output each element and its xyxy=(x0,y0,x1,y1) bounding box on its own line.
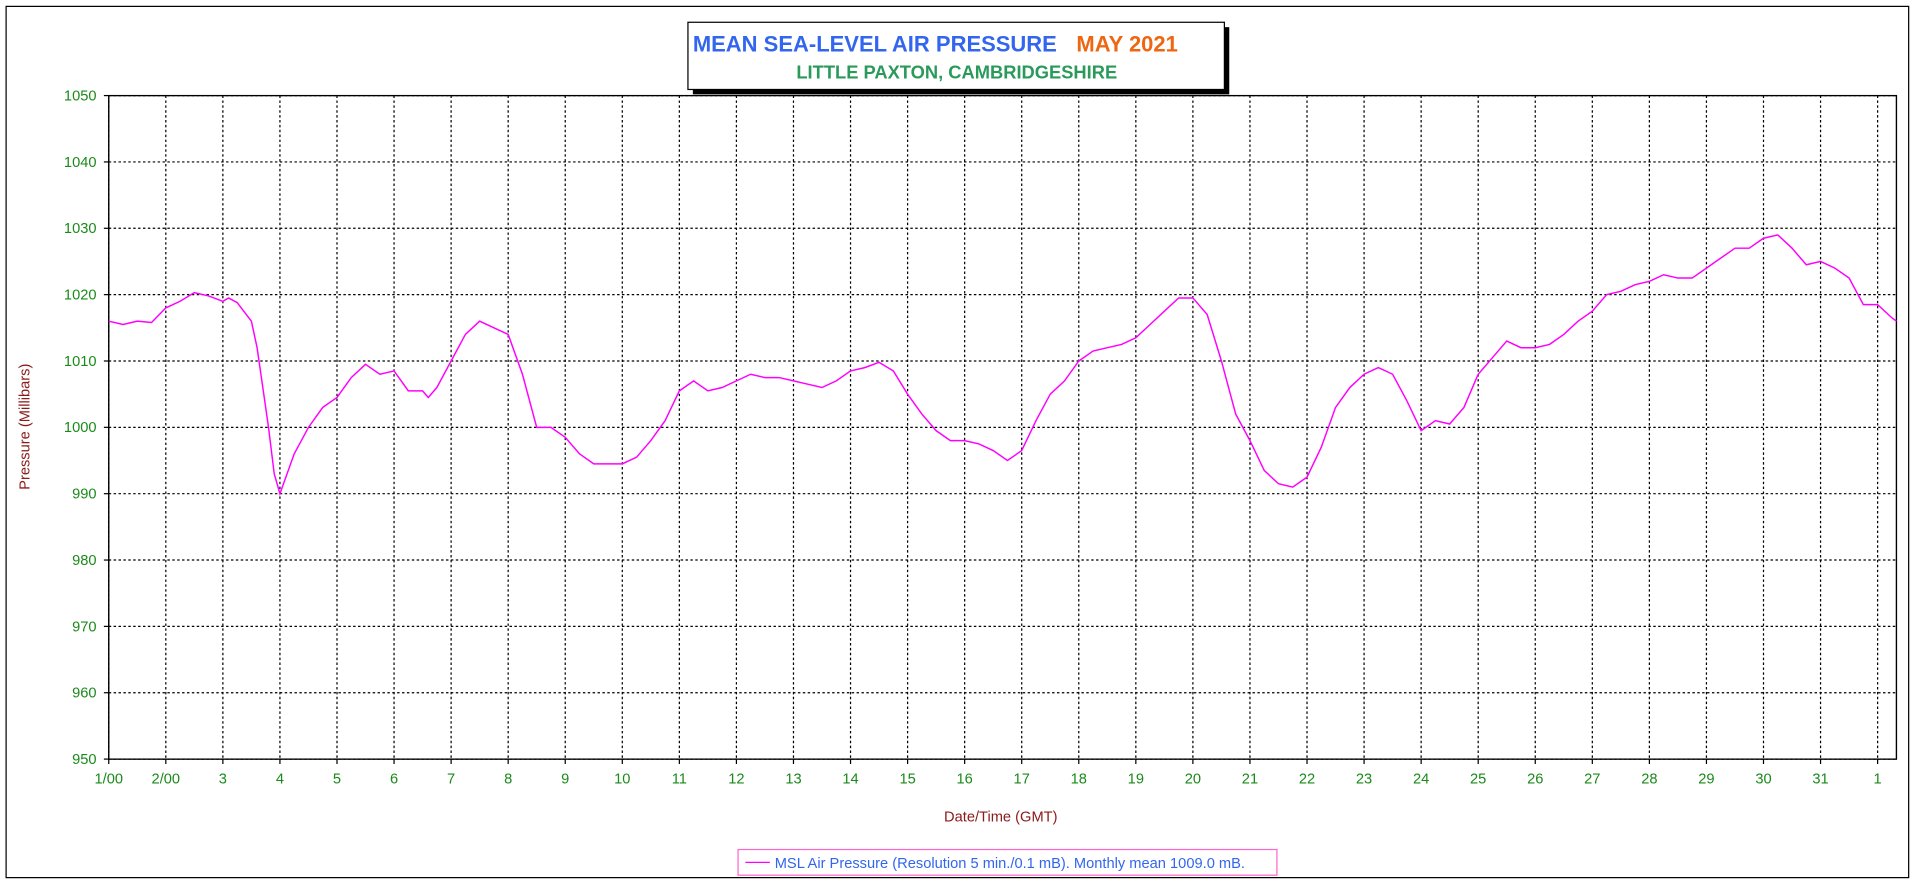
x-tick-label: 22 xyxy=(1299,772,1315,788)
x-tick-label: 17 xyxy=(1014,772,1030,788)
y-tick-label: 1050 xyxy=(64,88,97,104)
x-tick-label: 18 xyxy=(1071,772,1087,788)
x-tick-label: 6 xyxy=(390,772,398,788)
x-tick-label: 10 xyxy=(614,772,630,788)
x-tick-label: 5 xyxy=(333,772,341,788)
x-tick-label: 12 xyxy=(728,772,744,788)
x-tick-label: 30 xyxy=(1755,772,1771,788)
x-tick-label: 26 xyxy=(1527,772,1543,788)
x-tick-label: 8 xyxy=(504,772,512,788)
x-tick-label: 1 xyxy=(1874,772,1882,788)
legend-label: MSL Air Pressure (Resolution 5 min./0.1 … xyxy=(775,856,1245,872)
x-tick-label: 15 xyxy=(899,772,915,788)
title-period: MAY 2021 xyxy=(1076,32,1177,57)
x-tick-label: 2/00 xyxy=(152,772,181,788)
x-tick-label: 20 xyxy=(1185,772,1201,788)
x-tick-label: 4 xyxy=(276,772,284,788)
x-tick-label: 16 xyxy=(956,772,972,788)
y-tick-label: 1040 xyxy=(64,155,97,171)
plot-area xyxy=(108,94,1898,760)
x-tick-label: 3 xyxy=(219,772,227,788)
title-main: MEAN SEA-LEVEL AIR PRESSURE xyxy=(693,32,1057,57)
y-tick-label: 1010 xyxy=(64,354,97,370)
y-tick-label: 950 xyxy=(72,752,96,768)
chart-subtitle: LITTLE PAXTON, CAMBRIDGESHIRE xyxy=(796,61,1117,82)
y-tick-label: 1000 xyxy=(64,420,97,436)
y-tick-label: 960 xyxy=(72,686,96,702)
x-tick-label: 19 xyxy=(1128,772,1144,788)
x-tick-label: 1/00 xyxy=(94,772,123,788)
title-box xyxy=(687,21,1225,91)
x-tick-label: 14 xyxy=(842,772,858,788)
y-axis-label: Pressure (Millibars) xyxy=(17,364,33,490)
y-tick-label: 970 xyxy=(72,619,96,635)
x-tick-label: 31 xyxy=(1812,772,1828,788)
x-tick-label: 11 xyxy=(672,772,687,788)
x-tick-label: 27 xyxy=(1584,772,1600,788)
y-tick-label: 980 xyxy=(72,553,96,569)
x-tick-label: 24 xyxy=(1413,772,1429,788)
x-tick-label: 13 xyxy=(785,772,801,788)
x-tick-label: 28 xyxy=(1641,772,1657,788)
x-tick-label: 7 xyxy=(447,772,455,788)
legend xyxy=(737,848,1278,876)
x-tick-label: 29 xyxy=(1698,772,1714,788)
y-tick-label: 990 xyxy=(72,487,96,503)
x-tick-label: 23 xyxy=(1356,772,1372,788)
x-axis-label: Date/Time (GMT) xyxy=(944,809,1057,825)
y-tick-label: 1030 xyxy=(64,221,97,237)
plot-border xyxy=(108,94,1898,760)
y-tick-label: 1020 xyxy=(64,288,97,304)
data-line xyxy=(108,234,1897,497)
x-tick-label: 21 xyxy=(1242,772,1258,788)
x-tick-label: 9 xyxy=(561,772,569,788)
x-tick-label: 25 xyxy=(1470,772,1486,788)
chart-title: MEAN SEA-LEVEL AIR PRESSURE MAY 2021 xyxy=(693,32,1178,57)
